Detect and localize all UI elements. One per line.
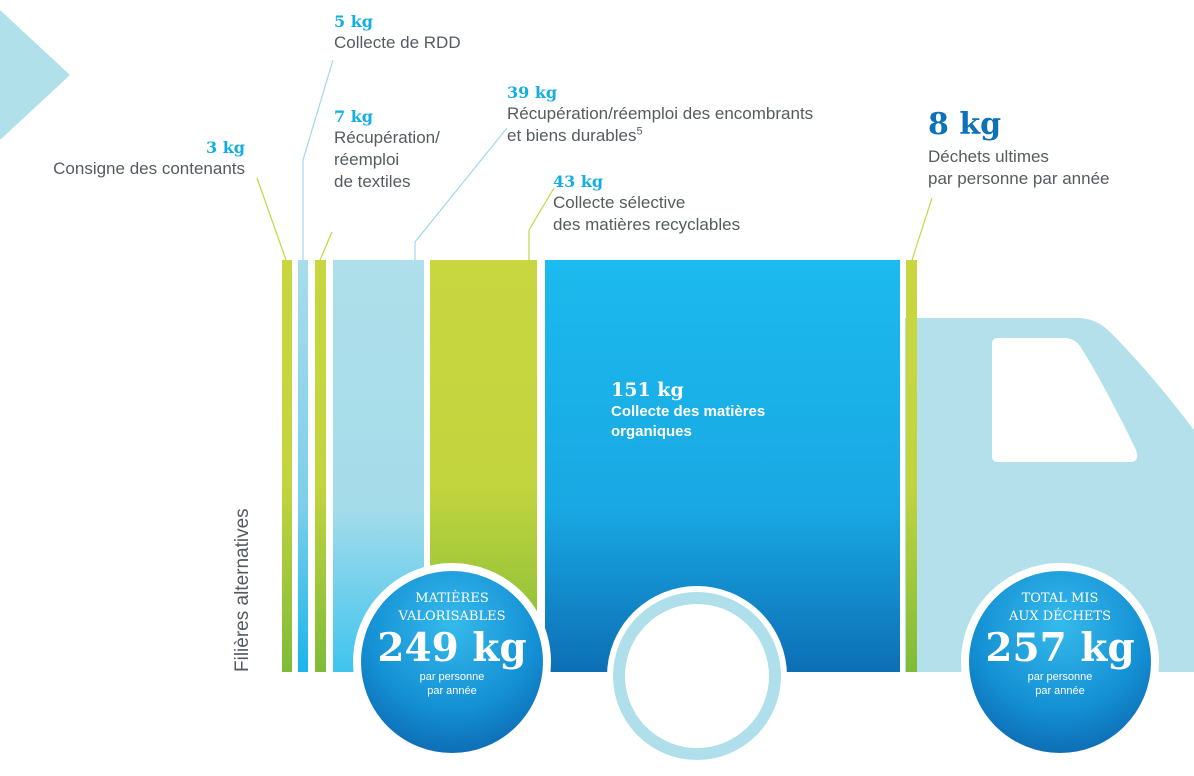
- label-recyclables: 43 kg Collecte sélective des matières re…: [553, 172, 740, 236]
- valorisables-kg: 249 kg: [377, 625, 527, 671]
- truck-window: [992, 338, 1138, 462]
- leader-line-consigne: [256, 177, 287, 261]
- text-encombrants-2: et biens durables5: [507, 125, 813, 147]
- kg-rdd: 5 kg: [334, 12, 373, 31]
- label-consigne: 3 kg Consigne des contenants: [0, 138, 245, 180]
- label-textiles: 7 kg Récupération/ réemploi de textiles: [334, 107, 440, 193]
- text-encombrants-2-body: et biens durables: [507, 126, 637, 145]
- text-encombrants-1: Récupération/réemploi des encombrants: [507, 104, 814, 123]
- wheel-total: [961, 563, 1159, 761]
- valorisables-sub-2: par année: [427, 685, 477, 697]
- leader-line-textiles: [319, 231, 333, 261]
- truck-cab: [905, 318, 1194, 672]
- text-organiques-2: organiques: [611, 423, 692, 440]
- total-sub-2: par année: [1035, 685, 1085, 697]
- wheel-valorisables: [353, 563, 551, 761]
- total-kg: 257 kg: [985, 625, 1135, 671]
- leader-line-encombrants: [414, 127, 508, 243]
- kg-ultimes: 8 kg: [928, 107, 1002, 142]
- valorisables-sub-1: par personne: [419, 671, 485, 683]
- text-ultimes-1: Déchets ultimes: [928, 147, 1049, 166]
- wheel-middle-ring: [613, 592, 781, 760]
- bar-consigne: [282, 260, 292, 672]
- bar-ultimes: [906, 260, 917, 672]
- label-encombrants: 39 kg Récupération/réemploi des encombra…: [507, 83, 813, 147]
- kg-consigne: 3 kg: [206, 138, 245, 157]
- valorisables-heading-1: MATIÈRES: [415, 591, 489, 606]
- footnote-5: 5: [636, 125, 643, 138]
- label-ultimes: 8 kg Déchets ultimes par personne par an…: [928, 108, 1109, 190]
- text-rdd: Collecte de RDD: [334, 33, 461, 52]
- total-heading-2: AUX DÉCHETS: [1009, 609, 1111, 624]
- kg-encombrants: 39 kg: [507, 83, 558, 102]
- leader-line-ultimes: [911, 197, 933, 261]
- bar-textiles: [315, 260, 326, 672]
- valorisables-heading-2: VALORISABLES: [398, 609, 506, 624]
- text-consigne: Consigne des contenants: [53, 159, 245, 178]
- leader-line-rdd: [302, 59, 334, 161]
- text-textiles-3: de textiles: [334, 172, 411, 191]
- kg-recyclables: 43 kg: [553, 172, 604, 191]
- kg-organiques: 151 kg: [611, 379, 684, 401]
- text-textiles-2: réemploi: [334, 150, 400, 169]
- text-recyclables-2: des matières recyclables: [553, 215, 741, 234]
- text-ultimes-2: par personne par année: [928, 169, 1110, 188]
- text-recyclables-1: Collecte sélective: [553, 193, 686, 212]
- bar-rdd: [298, 260, 308, 672]
- label-organiques: 151 kg Collecte des matières organiques: [611, 378, 765, 442]
- circle-valorisables-text: MATIÈRES VALORISABLES 249 kg par personn…: [372, 590, 532, 698]
- circle-total-text: TOTAL MIS AUX DÉCHETS 257 kg par personn…: [980, 590, 1140, 698]
- total-sub-1: par personne: [1027, 671, 1093, 683]
- total-heading-1: TOTAL MIS: [1021, 591, 1099, 606]
- kg-textiles: 7 kg: [334, 107, 373, 126]
- arrow-triangle-icon: [0, 10, 70, 140]
- text-textiles-1: Récupération/: [334, 128, 440, 147]
- text-organiques-1: Collecte des matières: [611, 403, 766, 420]
- label-rdd: 5 kg Collecte de RDD: [334, 12, 461, 54]
- filieres-alternatives-label: Filières alternatives: [232, 508, 253, 672]
- leader-line-recyclables: [528, 187, 555, 231]
